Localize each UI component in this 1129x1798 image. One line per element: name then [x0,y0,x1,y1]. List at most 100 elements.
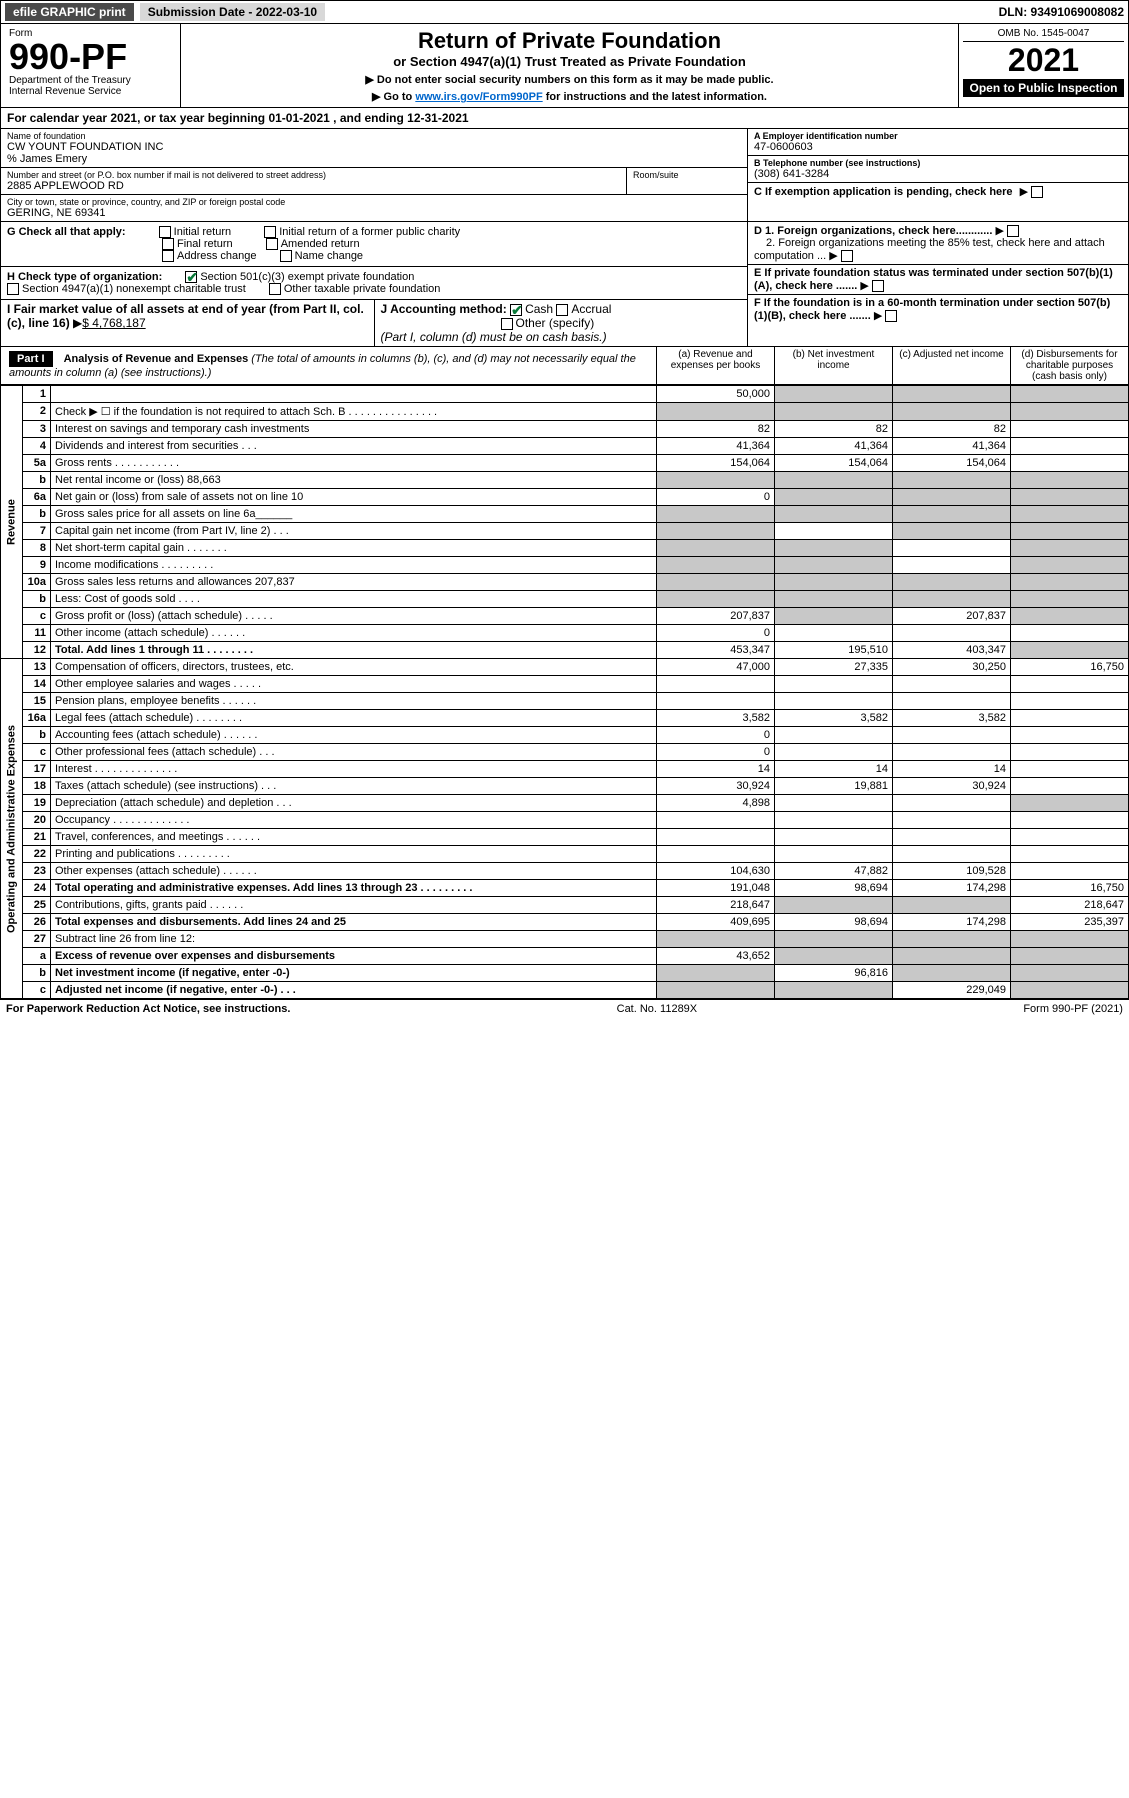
line-description: Subtract line 26 from line 12: [51,931,657,948]
cell-value [893,676,1011,693]
col-a-header: (a) Revenue and expenses per books [656,347,774,384]
dln: DLN: 93491069008082 [999,5,1124,19]
line-description: Occupancy . . . . . . . . . . . . . [51,812,657,829]
h-label: H Check type of organization: [7,271,162,283]
d1-checkbox[interactable] [1007,225,1019,237]
foundation-name: CW YOUNT FOUNDATION INC [7,141,741,153]
cell-value [775,540,893,557]
cell-value [893,472,1011,489]
cell-value [893,540,1011,557]
cell-value: 403,347 [893,642,1011,659]
efile-button[interactable]: efile GRAPHIC print [5,3,134,21]
cell-value [1011,506,1129,523]
line-description: Total. Add lines 1 through 11 . . . . . … [51,642,657,659]
line-number: 24 [23,880,51,897]
cell-value [1011,574,1129,591]
cell-value [1011,421,1129,438]
line-description: Accounting fees (attach schedule) . . . … [51,727,657,744]
cat-no: Cat. No. 11289X [617,1003,698,1015]
cell-value: 109,528 [893,863,1011,880]
line-description: Income modifications . . . . . . . . . [51,557,657,574]
cell-value: 154,064 [657,455,775,472]
initial-return-checkbox[interactable] [159,226,171,238]
cell-value: 218,647 [1011,897,1129,914]
cell-value [775,846,893,863]
cell-value [775,693,893,710]
line-number: 21 [23,829,51,846]
line-number: 12 [23,642,51,659]
i-label: I Fair market value of all assets at end… [7,302,364,330]
cell-value [657,676,775,693]
other-method-checkbox[interactable] [501,318,513,330]
cell-value [775,948,893,965]
entity-info: Name of foundation CW YOUNT FOUNDATION I… [0,129,1129,222]
cash-checkbox[interactable] [510,304,522,316]
cell-value [1011,829,1129,846]
cell-value [1011,761,1129,778]
line-description: Other income (attach schedule) . . . . .… [51,625,657,642]
cell-value [657,812,775,829]
cell-value [893,403,1011,421]
name-change-checkbox[interactable] [280,250,292,262]
cell-value: 174,298 [893,914,1011,931]
cell-value: 154,064 [775,455,893,472]
line-description: Gross sales price for all assets on line… [51,506,657,523]
line-number: 15 [23,693,51,710]
cell-value: 19,881 [775,778,893,795]
cell-value [893,625,1011,642]
final-return-checkbox[interactable] [162,238,174,250]
amended-return-checkbox[interactable] [266,238,278,250]
cell-value: 41,364 [775,438,893,455]
line-description: Pension plans, employee benefits . . . .… [51,693,657,710]
line-number: 7 [23,523,51,540]
f-checkbox[interactable] [885,310,897,322]
cell-value [775,386,893,403]
cell-value: 191,048 [657,880,775,897]
e-checkbox[interactable] [872,280,884,292]
cell-value [657,846,775,863]
line-number: 18 [23,778,51,795]
cell-value [657,472,775,489]
cell-value [1011,489,1129,506]
form-ref: Form 990-PF (2021) [1023,1003,1123,1015]
fmv: $ 4,768,187 [82,316,145,330]
cell-value [1011,744,1129,761]
address-change-checkbox[interactable] [162,250,174,262]
cell-value: 3,582 [775,710,893,727]
line-description: Net short-term capital gain . . . . . . … [51,540,657,557]
line-number: a [23,948,51,965]
accrual-checkbox[interactable] [556,304,568,316]
irs-link[interactable]: www.irs.gov/Form990PF [415,91,542,103]
initial-former-checkbox[interactable] [264,226,276,238]
cell-value [1011,386,1129,403]
cell-value [775,523,893,540]
cell-value: 3,582 [893,710,1011,727]
c-checkbox[interactable] [1031,186,1043,198]
cell-value [893,829,1011,846]
cell-value: 14 [775,761,893,778]
line-number: 14 [23,676,51,693]
line-number: b [23,591,51,608]
other-taxable-checkbox[interactable] [269,283,281,295]
cell-value: 174,298 [893,880,1011,897]
part1-heading: Analysis of Revenue and Expenses [64,353,249,365]
cell-value [1011,403,1129,421]
line-number: 1 [23,386,51,403]
cell-value: 207,837 [893,608,1011,625]
cell-value [893,931,1011,948]
4947-checkbox[interactable] [7,283,19,295]
line-description [51,386,657,403]
line-number: 13 [23,659,51,676]
cell-value: 14 [893,761,1011,778]
cell-value [657,574,775,591]
501c3-checkbox[interactable] [185,271,197,283]
line-description: Total expenses and disbursements. Add li… [51,914,657,931]
d2-checkbox[interactable] [841,250,853,262]
line-description: Capital gain net income (from Part IV, l… [51,523,657,540]
cell-value [1011,948,1129,965]
line-number: 9 [23,557,51,574]
line-number: 19 [23,795,51,812]
ein: 47-0600603 [754,141,1122,153]
cell-value [775,744,893,761]
cell-value [893,744,1011,761]
